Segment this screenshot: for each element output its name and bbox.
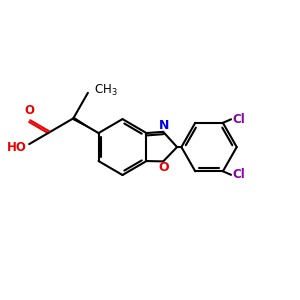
Text: Cl: Cl [232,168,245,181]
Text: O: O [158,161,169,174]
Text: N: N [159,119,170,132]
Text: CH$_3$: CH$_3$ [94,83,118,98]
Text: O: O [25,104,35,117]
Text: HO: HO [7,141,27,154]
Text: Cl: Cl [232,113,245,126]
Polygon shape [72,117,98,133]
